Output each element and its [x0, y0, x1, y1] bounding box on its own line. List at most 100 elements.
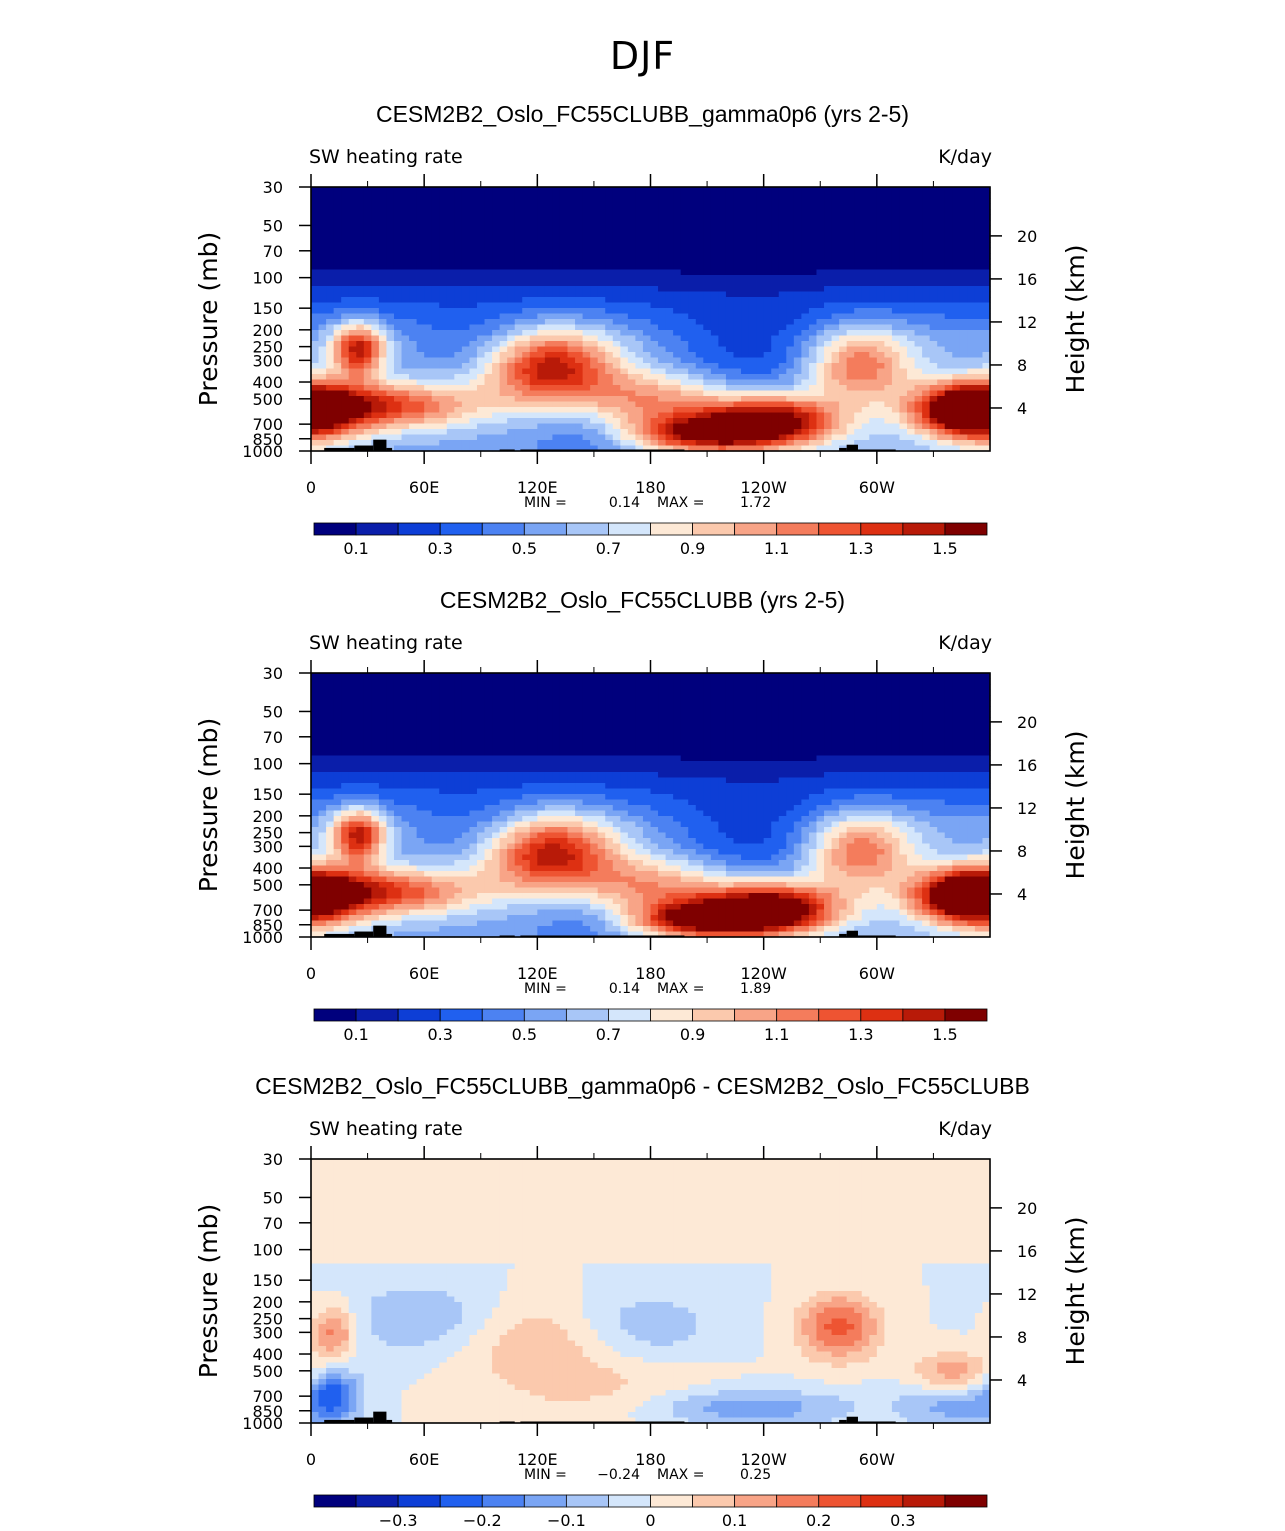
contour-cell: [401, 352, 410, 359]
contour-cell: [846, 330, 855, 337]
contour-cell: [899, 253, 908, 260]
contour-cell: [982, 313, 991, 320]
y-tick-label: 300: [252, 351, 283, 370]
contour-cell: [341, 269, 350, 276]
contour-cell: [869, 423, 878, 430]
contour-cell: [341, 330, 350, 337]
contour-cell: [778, 236, 787, 243]
contour-cell: [748, 357, 757, 364]
contour-cell: [982, 368, 991, 375]
contour-cell: [899, 187, 908, 194]
contour-cell: [710, 236, 719, 243]
contour-cell: [929, 379, 938, 386]
contour-cell: [627, 673, 637, 680]
contour-cell: [793, 198, 802, 205]
contour-cell: [341, 423, 350, 430]
contour-cell: [605, 352, 614, 359]
contour-cell: [348, 308, 357, 315]
contour-cell: [771, 242, 780, 249]
contour-cell: [544, 269, 554, 276]
contour-cell: [431, 390, 440, 397]
contour-cell: [386, 242, 395, 249]
contour-cell: [469, 247, 478, 254]
contour-cell: [914, 291, 923, 298]
contour-cell: [861, 324, 870, 331]
contour-cell: [937, 673, 946, 680]
contour-cell: [884, 242, 893, 249]
contour-cell: [876, 412, 885, 419]
contour-cell: [559, 374, 569, 381]
contour-cell: [409, 297, 418, 304]
contour-cell: [484, 363, 493, 370]
contour-cell: [326, 385, 335, 392]
contour-cell: [492, 209, 501, 216]
contour-cell: [650, 385, 659, 392]
contour-cell: [348, 423, 357, 430]
contour-cell: [982, 445, 991, 452]
contour-cell: [967, 678, 976, 685]
contour-cell: [642, 187, 652, 194]
contour-cell: [341, 220, 350, 227]
contour-cell: [876, 684, 885, 691]
contour-cell: [703, 684, 712, 691]
contour-cell: [635, 258, 644, 265]
contour-cell: [756, 368, 765, 375]
contour-cell: [959, 269, 968, 276]
contour-cell: [846, 258, 855, 265]
contour-cell: [741, 341, 750, 348]
contour-cell: [378, 209, 388, 216]
contour-cell: [642, 423, 652, 430]
contour-cell: [718, 423, 727, 430]
contour-cell: [846, 198, 855, 205]
contour-cell: [952, 302, 961, 309]
contour-cell: [605, 396, 614, 403]
contour-cell: [529, 379, 538, 386]
contour-cell: [801, 429, 810, 436]
contour-cell: [952, 231, 961, 238]
contour-cell: [786, 236, 795, 243]
contour-cell: [786, 689, 795, 696]
contour-cell: [733, 242, 742, 249]
contour-cell: [552, 412, 561, 419]
contour-cell: [884, 275, 893, 282]
contour-cell: [356, 242, 365, 249]
contour-cell: [952, 297, 961, 304]
contour-cell: [507, 689, 516, 696]
contour-cell: [642, 291, 652, 298]
contour-cell: [741, 673, 750, 680]
contour-cell: [446, 352, 455, 359]
contour-cell: [590, 673, 599, 680]
contour-cell: [801, 700, 810, 707]
contour-cell: [318, 374, 327, 381]
contour-cell: [763, 700, 772, 707]
contour-cell: [922, 187, 931, 194]
contour-cell: [665, 280, 674, 287]
contour-cell: [884, 423, 893, 430]
contour-cell: [846, 423, 855, 430]
contour-cell: [461, 319, 471, 326]
contour-cell: [876, 308, 885, 315]
contour-cell: [831, 330, 840, 337]
contour-cell: [748, 352, 757, 359]
contour-cell: [492, 341, 501, 348]
contour-cell: [952, 335, 961, 342]
contour-cell: [839, 673, 848, 680]
contour-cell: [831, 324, 840, 331]
contour-cell: [733, 330, 742, 337]
contour-cell: [907, 423, 916, 430]
contour-cell: [703, 187, 712, 194]
contour-cell: [778, 695, 787, 702]
contour-cell: [710, 286, 719, 293]
contour-cell: [544, 313, 554, 320]
contour-cell: [439, 214, 448, 221]
contour-cell: [484, 390, 493, 397]
contour-cell: [944, 678, 953, 685]
contour-cell: [537, 445, 546, 452]
contour-cell: [703, 346, 712, 353]
contour-cell: [718, 678, 727, 685]
contour-cell: [514, 247, 523, 254]
contour-cell: [816, 407, 825, 414]
contour-cell: [982, 379, 991, 386]
contour-cell: [492, 440, 501, 447]
contour-cell: [544, 291, 554, 298]
